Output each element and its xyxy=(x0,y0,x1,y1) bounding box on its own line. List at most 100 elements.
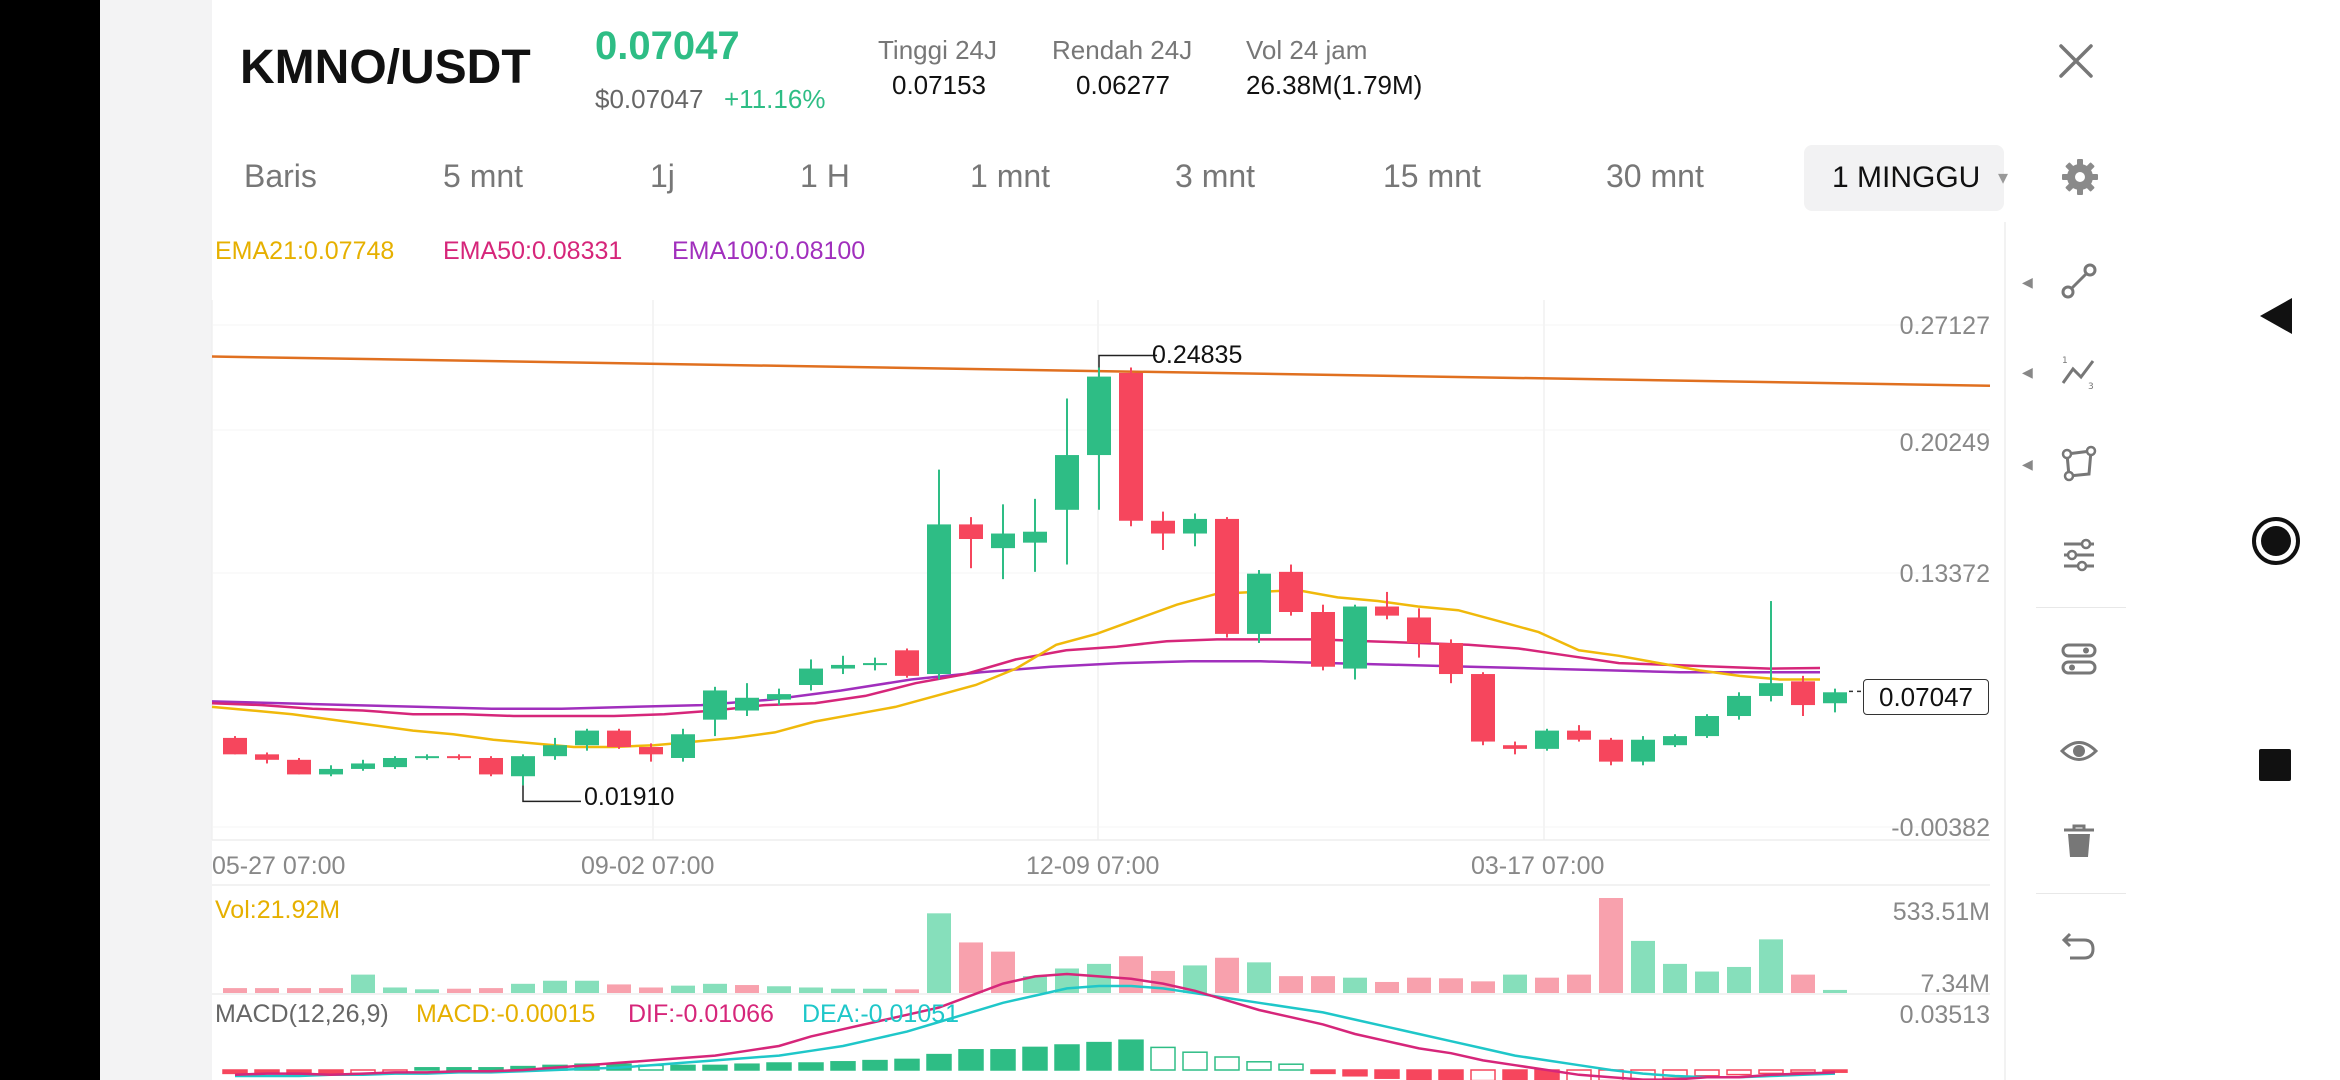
volume-bars xyxy=(223,898,1847,993)
candle-body xyxy=(1311,611,1335,667)
trash-icon xyxy=(2064,824,2094,857)
candle-body xyxy=(703,690,727,720)
expand-arrow-icon: ◀ xyxy=(2022,456,2033,472)
tab-3mnt[interactable]: 3 mnt xyxy=(1175,158,1256,194)
macd-value: MACD:-0.00015 xyxy=(416,1000,596,1028)
volume-bar xyxy=(703,983,727,993)
candle-body xyxy=(1183,518,1207,534)
tab-5mnt[interactable]: 5 mnt xyxy=(443,158,524,194)
tab-1h[interactable]: 1 H xyxy=(800,158,850,194)
last-price: 0.07047 xyxy=(595,24,740,68)
macd-bar xyxy=(1118,1039,1144,1071)
tab-30mnt[interactable]: 30 mnt xyxy=(1606,158,1704,194)
candle-body xyxy=(863,663,887,666)
nav-back-button[interactable] xyxy=(2258,296,2294,341)
macd-dif: DIF:-0.01066 xyxy=(628,1000,774,1028)
ema21-label: EMA21:0.07748 xyxy=(215,237,395,265)
candle-body xyxy=(1215,518,1239,634)
y-tick-3: -0.00382 xyxy=(1891,814,1990,842)
dif-line xyxy=(234,972,1836,1080)
candle-body xyxy=(1119,372,1143,521)
undo-button[interactable] xyxy=(2060,926,2098,964)
volume-bar xyxy=(1471,981,1495,993)
eye-icon xyxy=(2059,741,2099,761)
low-annotation: 0.01910 xyxy=(584,783,675,811)
volume-bar xyxy=(1247,962,1271,993)
usd-price: $0.07047 xyxy=(595,84,704,114)
svg-text:3: 3 xyxy=(2088,382,2094,391)
undo-icon xyxy=(2061,932,2095,960)
candle-body xyxy=(895,650,919,676)
indicator-icon xyxy=(2061,643,2097,675)
tab-1mnt[interactable]: 1 mnt xyxy=(970,158,1051,194)
indicator-button[interactable] xyxy=(2060,640,2098,678)
fib-tool-button[interactable]: 1 3 xyxy=(2060,353,2098,392)
low-marker-line xyxy=(522,785,581,803)
volume-bar xyxy=(1343,977,1367,993)
close-button[interactable] xyxy=(2053,38,2099,84)
volume-bar xyxy=(1791,974,1815,993)
macd-bar xyxy=(702,1064,728,1071)
delete-button[interactable] xyxy=(2060,822,2098,860)
ema21-line xyxy=(211,588,1820,749)
candle-body xyxy=(735,697,759,711)
line-tool-button[interactable] xyxy=(2060,262,2098,300)
candle-body xyxy=(1503,745,1527,749)
settings-sliders-button[interactable] xyxy=(2060,536,2098,574)
candle-body xyxy=(639,747,663,755)
volume-bar xyxy=(1439,978,1463,993)
last-price-marker: 0.07047 xyxy=(1863,679,1989,715)
high-marker-line xyxy=(1098,354,1157,368)
candle-body xyxy=(351,763,375,769)
macd-bar xyxy=(446,1067,472,1071)
macd-bar xyxy=(1374,1069,1400,1079)
candle-body xyxy=(1087,376,1111,456)
x-tick-2: 12-09 07:00 xyxy=(1026,852,1160,880)
candle-body xyxy=(383,757,407,768)
macd-bar xyxy=(766,1062,792,1071)
macd-bar xyxy=(1758,1069,1784,1075)
nav-home-button[interactable] xyxy=(2251,516,2301,571)
candle-body xyxy=(319,768,343,775)
y-tick-1: 0.20249 xyxy=(1899,429,1990,457)
candle-body xyxy=(1407,617,1431,644)
macd-tick-0: 0.03513 xyxy=(1899,1001,1990,1029)
volume-bar xyxy=(1599,898,1623,993)
vol-tick-0: 533.51M xyxy=(1892,898,1990,926)
volume-bar xyxy=(255,988,279,993)
back-icon xyxy=(2260,298,2292,334)
high-annotation: 0.24835 xyxy=(1152,341,1243,369)
chart-settings-button[interactable] xyxy=(2060,157,2100,197)
candle-body xyxy=(479,757,503,775)
chevron-down-icon: ▾ xyxy=(1998,167,2009,189)
volume-bar xyxy=(799,987,823,993)
macd-bar xyxy=(734,1063,760,1071)
volume-bar xyxy=(1023,976,1047,993)
tab-15mnt[interactable]: 15 mnt xyxy=(1383,158,1481,194)
macd-bar xyxy=(1790,1069,1816,1073)
tab-1minggu[interactable]: 1 MINGGU ▾ xyxy=(1804,145,2008,211)
volume-bar xyxy=(1631,940,1655,993)
candle-body xyxy=(1279,571,1303,612)
stat-low-value: 0.06277 xyxy=(1076,70,1170,100)
candle-body xyxy=(511,756,535,777)
candle-body xyxy=(1695,716,1719,737)
candle-body xyxy=(255,754,279,760)
tab-1j[interactable]: 1j xyxy=(650,158,675,194)
volume-label: Vol:21.92M xyxy=(215,896,341,924)
stat-vol-label: Vol 24 jam xyxy=(1246,35,1368,65)
volume-bar xyxy=(671,985,695,993)
shape-tool-button[interactable] xyxy=(2060,444,2098,482)
visibility-button[interactable] xyxy=(2059,732,2099,770)
macd-bar xyxy=(830,1061,856,1071)
nav-recents-button[interactable] xyxy=(2258,748,2292,787)
volume-bar xyxy=(831,988,855,993)
candle-body xyxy=(1023,531,1047,543)
macd-bar xyxy=(1310,1069,1336,1075)
candle-body xyxy=(1727,695,1751,717)
volume-bar xyxy=(1503,974,1527,993)
system-nav-bar xyxy=(2210,0,2340,1080)
candle-body xyxy=(575,730,599,746)
tab-baris[interactable]: Baris xyxy=(244,158,317,194)
